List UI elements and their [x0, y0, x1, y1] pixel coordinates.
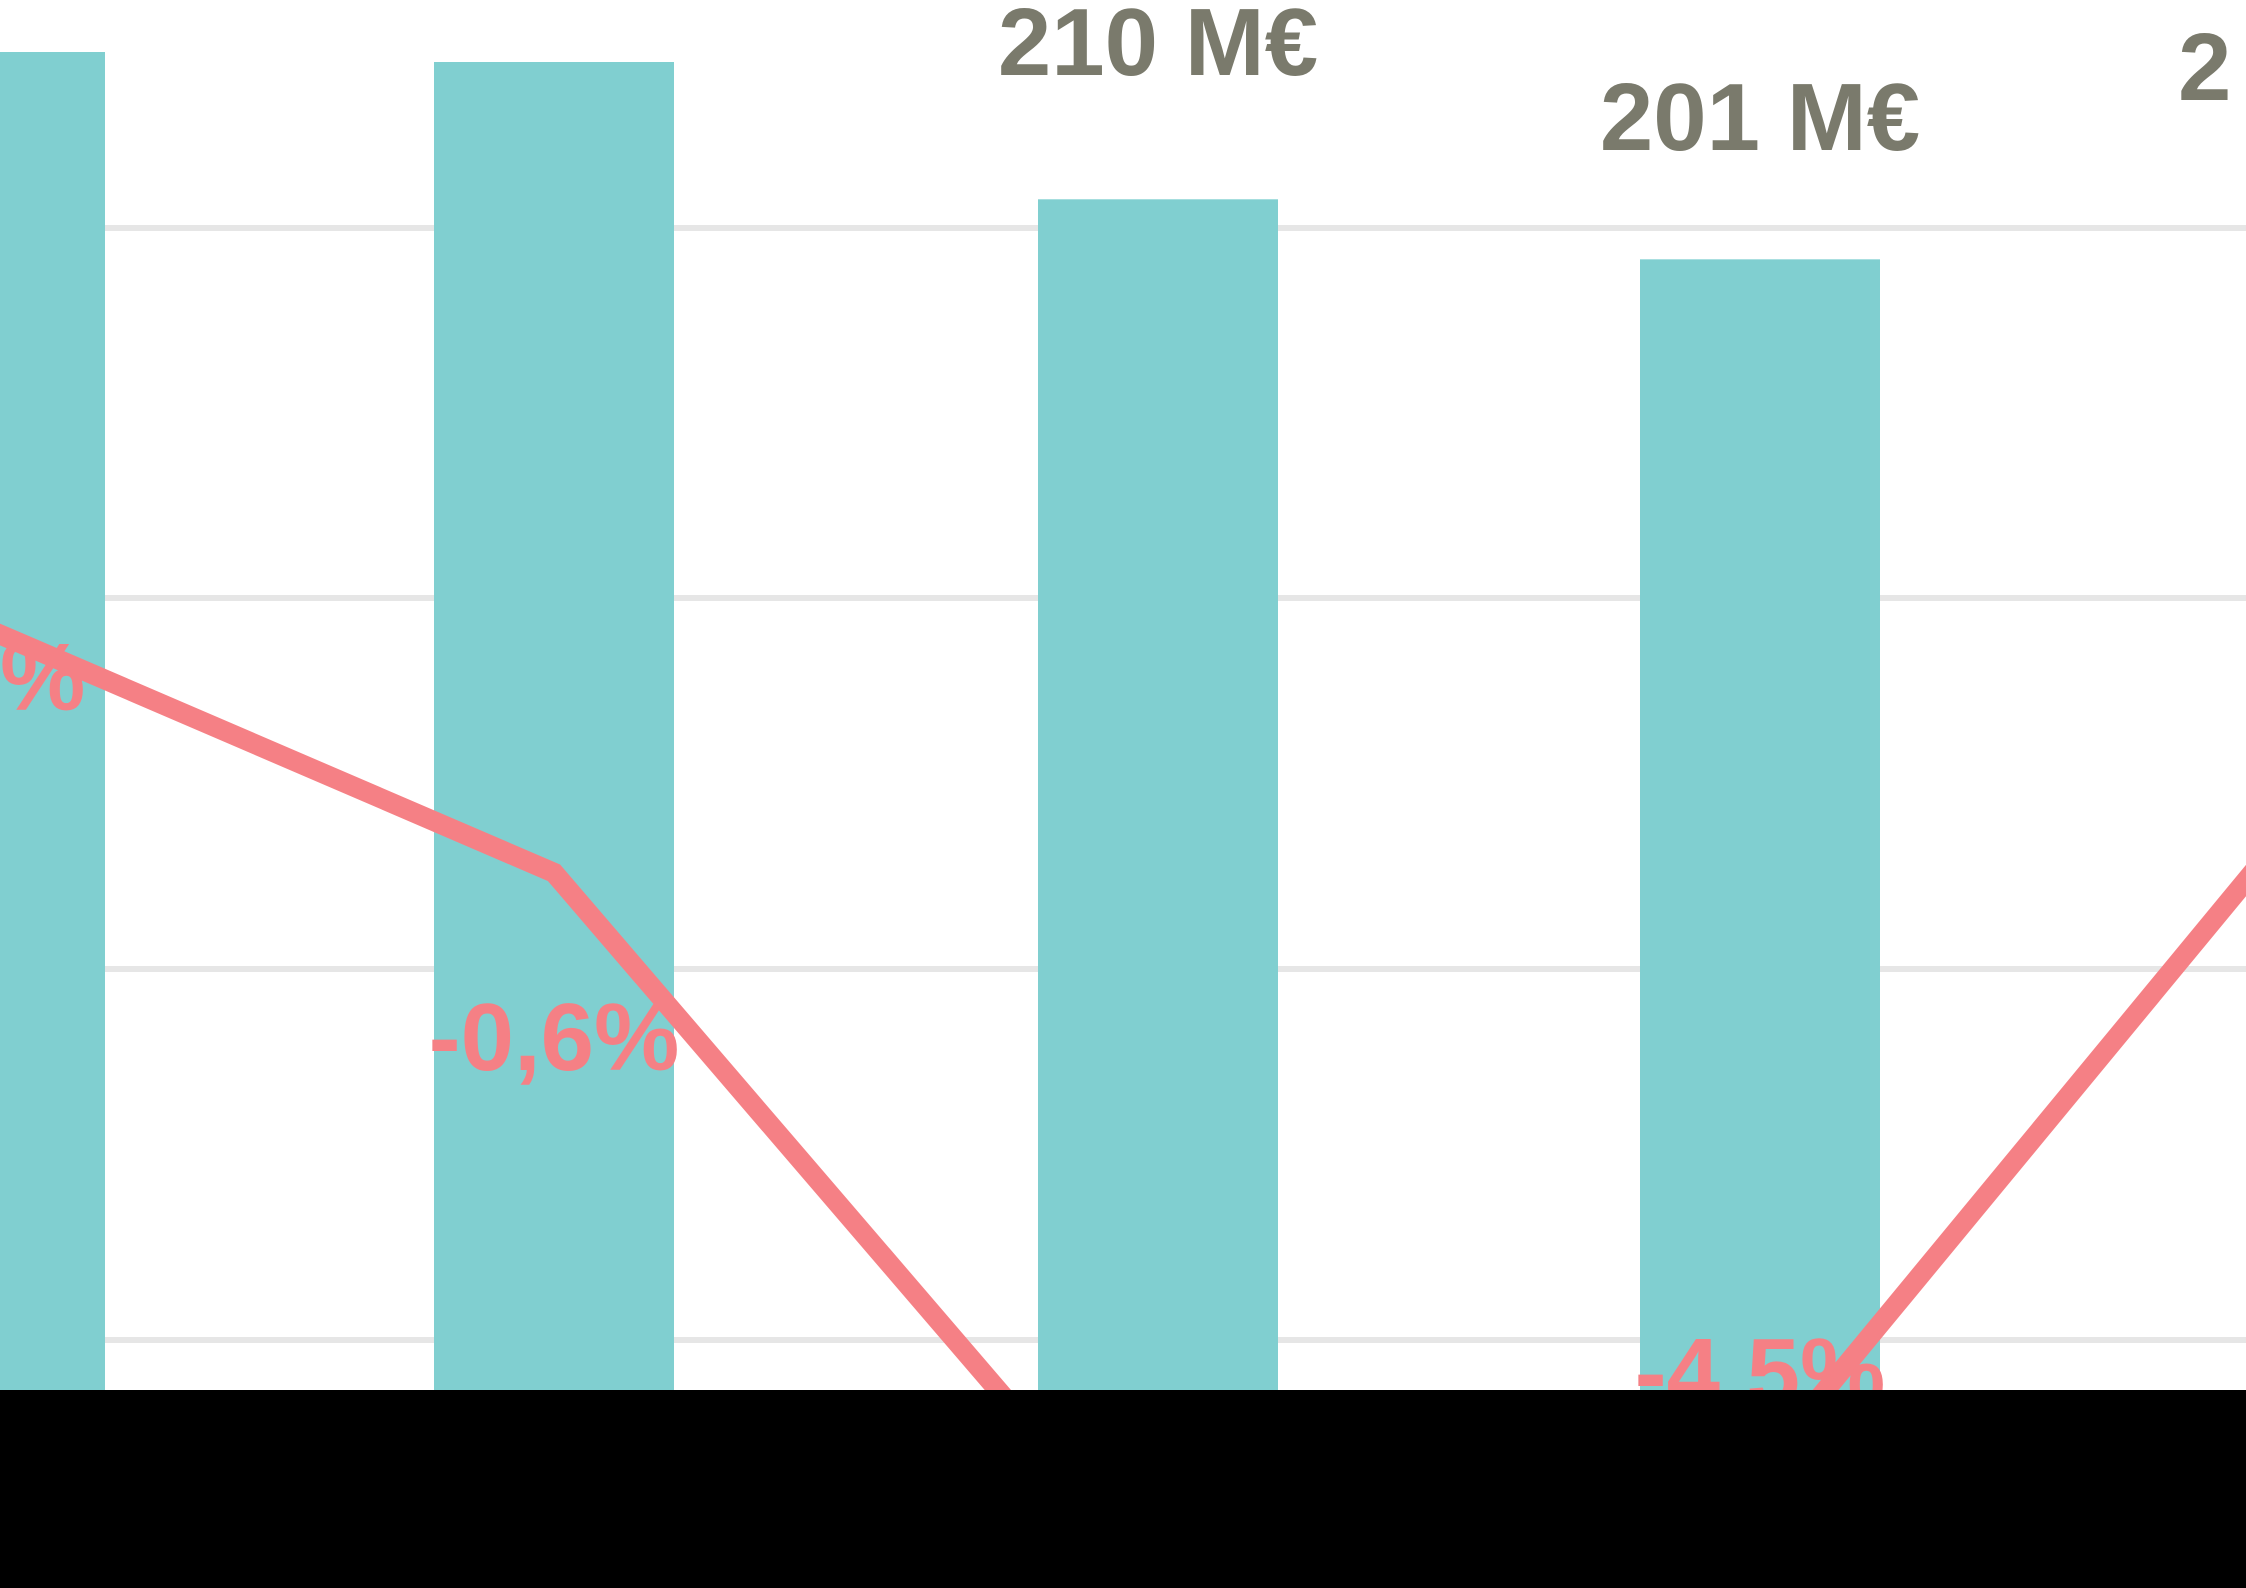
bar	[1640, 259, 1880, 1391]
bar-value-label: 201 M€	[1600, 64, 1920, 171]
bar-value-label: 2	[2178, 14, 2231, 121]
crop-band	[0, 1390, 2246, 1588]
line-value-label: -0,6%	[429, 984, 680, 1091]
bar-value-label: 210 M€	[998, 0, 1318, 96]
bar	[0, 52, 105, 1390]
bar-layer	[0, 52, 1880, 1391]
line-value-label: %	[0, 624, 85, 731]
bar	[434, 62, 674, 1390]
bar	[1038, 199, 1278, 1390]
